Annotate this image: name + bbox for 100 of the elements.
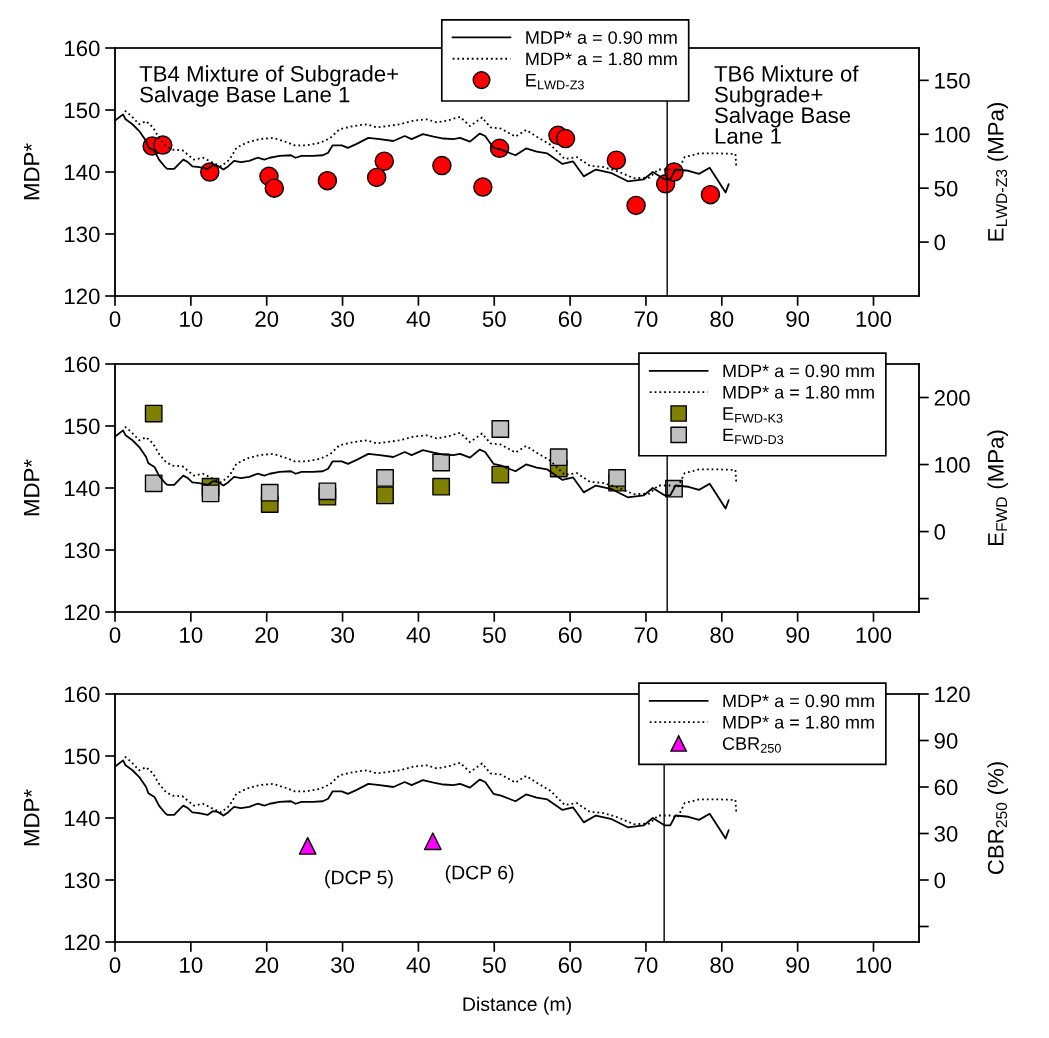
y2-tick-label: 50 (934, 180, 958, 197)
y-tick-label: 160 (65, 356, 100, 373)
point (260, 483, 279, 502)
x-tick-label: 70 (634, 957, 658, 973)
x-tick-label: 50 (482, 627, 506, 643)
legend-label: E$_{LWD-Z3}$ (526, 73, 584, 90)
x-tick-label: 60 (558, 311, 582, 327)
x-tick-label: 0 (109, 311, 121, 327)
point (491, 420, 510, 438)
legend-label: MDP* a = 0.90 mm (723, 364, 874, 378)
point (201, 484, 220, 503)
x-tick-label: 30 (331, 957, 355, 973)
y2-tick-label: 200 (934, 390, 970, 406)
y2-tick-label: 0 (934, 872, 946, 889)
y-axis-title: MDP* (24, 143, 40, 200)
y-tick-label: 130 (65, 226, 100, 243)
x-tick-label: 80 (710, 311, 734, 327)
y2-tick-label: 30 (934, 826, 958, 842)
point (376, 486, 394, 505)
legend-label: MDP* a = 1.80 mm (723, 715, 874, 729)
x-tick-label: 10 (180, 957, 203, 973)
point (473, 177, 493, 197)
point (432, 453, 451, 472)
legend-label: MDP* a = 0.90 mm (723, 694, 874, 708)
y2-tick-label: 60 (934, 779, 958, 796)
point (606, 150, 627, 170)
point (317, 170, 338, 191)
y-tick-label: 120 (65, 288, 100, 305)
x-tick-label: 50 (482, 311, 506, 327)
x-tick-label: 100 (856, 957, 892, 973)
x-tick-label: 100 (856, 311, 892, 327)
annotation: TB6 Mixture of Subgrade+ Salvage Base Lane 1 (714, 65, 859, 144)
x-tick-label: 20 (255, 627, 279, 643)
point (374, 151, 395, 171)
y-tick-label: 120 (65, 604, 100, 621)
y-axis-title: MDP* (24, 459, 40, 516)
annotation: (DCP 6) (445, 865, 514, 884)
x-tick-label: 90 (786, 627, 810, 643)
y-tick-label: 140 (65, 480, 100, 497)
annotation: (DCP 5) (325, 870, 393, 889)
point (549, 448, 568, 467)
y-tick-label: 160 (65, 40, 100, 57)
x-tick-label: 70 (634, 627, 658, 643)
y-tick-label: 150 (65, 748, 100, 765)
x-tick-label: 10 (180, 311, 203, 327)
y-tick-label: 130 (65, 542, 100, 559)
x-axis-title: Distance (m) (463, 996, 571, 1015)
point (318, 482, 337, 501)
y-tick-label: 160 (65, 686, 100, 703)
point (432, 477, 451, 496)
y-tick-label: 140 (65, 164, 100, 181)
point (491, 465, 510, 484)
legend-label: MDP* a = 0.90 mm (526, 31, 677, 44)
point (700, 184, 721, 205)
y2-tick-label: 150 (935, 72, 970, 89)
point (144, 404, 163, 423)
y-tick-label: 130 (65, 872, 100, 889)
x-tick-label: 10 (180, 627, 203, 643)
y2-tick-label: 0 (934, 524, 946, 540)
y-tick-label: 150 (65, 418, 100, 435)
x-tick-label: 20 (255, 957, 279, 973)
legend-label: MDP* a = 1.80 mm (526, 52, 677, 66)
x-tick-label: 90 (786, 957, 810, 973)
x-tick-label: 50 (482, 957, 506, 973)
x-tick-label: 0 (109, 627, 121, 643)
y-tick-label: 140 (65, 810, 100, 827)
x-tick-label: 30 (331, 311, 355, 327)
point (153, 135, 173, 155)
point (366, 167, 387, 188)
x-tick-label: 90 (786, 311, 810, 327)
y2-axis-title: E$_{LWD-Z3}$ (MPa) (987, 103, 1009, 241)
x-tick-label: 40 (406, 627, 430, 643)
x-tick-label: 80 (710, 957, 734, 973)
y2-tick-label: 120 (935, 686, 970, 703)
x-tick-label: 0 (109, 957, 121, 973)
x-tick-label: 70 (634, 311, 658, 327)
x-tick-label: 40 (406, 957, 430, 973)
point (376, 469, 394, 487)
y2-tick-label: 100 (935, 126, 970, 143)
y2-axis-title: CBR$_{250}$ (%) (987, 762, 1009, 875)
y2-tick-label: 0 (934, 234, 946, 251)
x-tick-label: 60 (558, 627, 582, 643)
y2-axis-title: E$_{FWD}$ (MPa) (987, 430, 1009, 546)
point (626, 195, 646, 216)
x-tick-label: 40 (406, 311, 430, 327)
x-tick-label: 30 (331, 627, 355, 643)
legend-label: E$_{FWD-K3}$ (723, 407, 783, 423)
y2-tick-label: 100 (935, 457, 970, 473)
point (555, 128, 576, 149)
y-tick-label: 150 (65, 102, 100, 119)
x-tick-label: 100 (856, 627, 892, 643)
annotation: TB4 Mixture of Subgrade+ Salvage Base Lane 1 (139, 65, 399, 107)
legend-label: E$_{FWD-D3}$ (723, 428, 784, 445)
point (432, 155, 452, 176)
y-tick-label: 120 (65, 934, 100, 951)
point (264, 178, 285, 198)
legend-label: MDP* a = 1.80 mm (723, 385, 874, 399)
y-axis-title: MDP* (24, 789, 40, 846)
legend-label: CBR$_{250}$ (722, 737, 781, 753)
point (608, 469, 627, 487)
